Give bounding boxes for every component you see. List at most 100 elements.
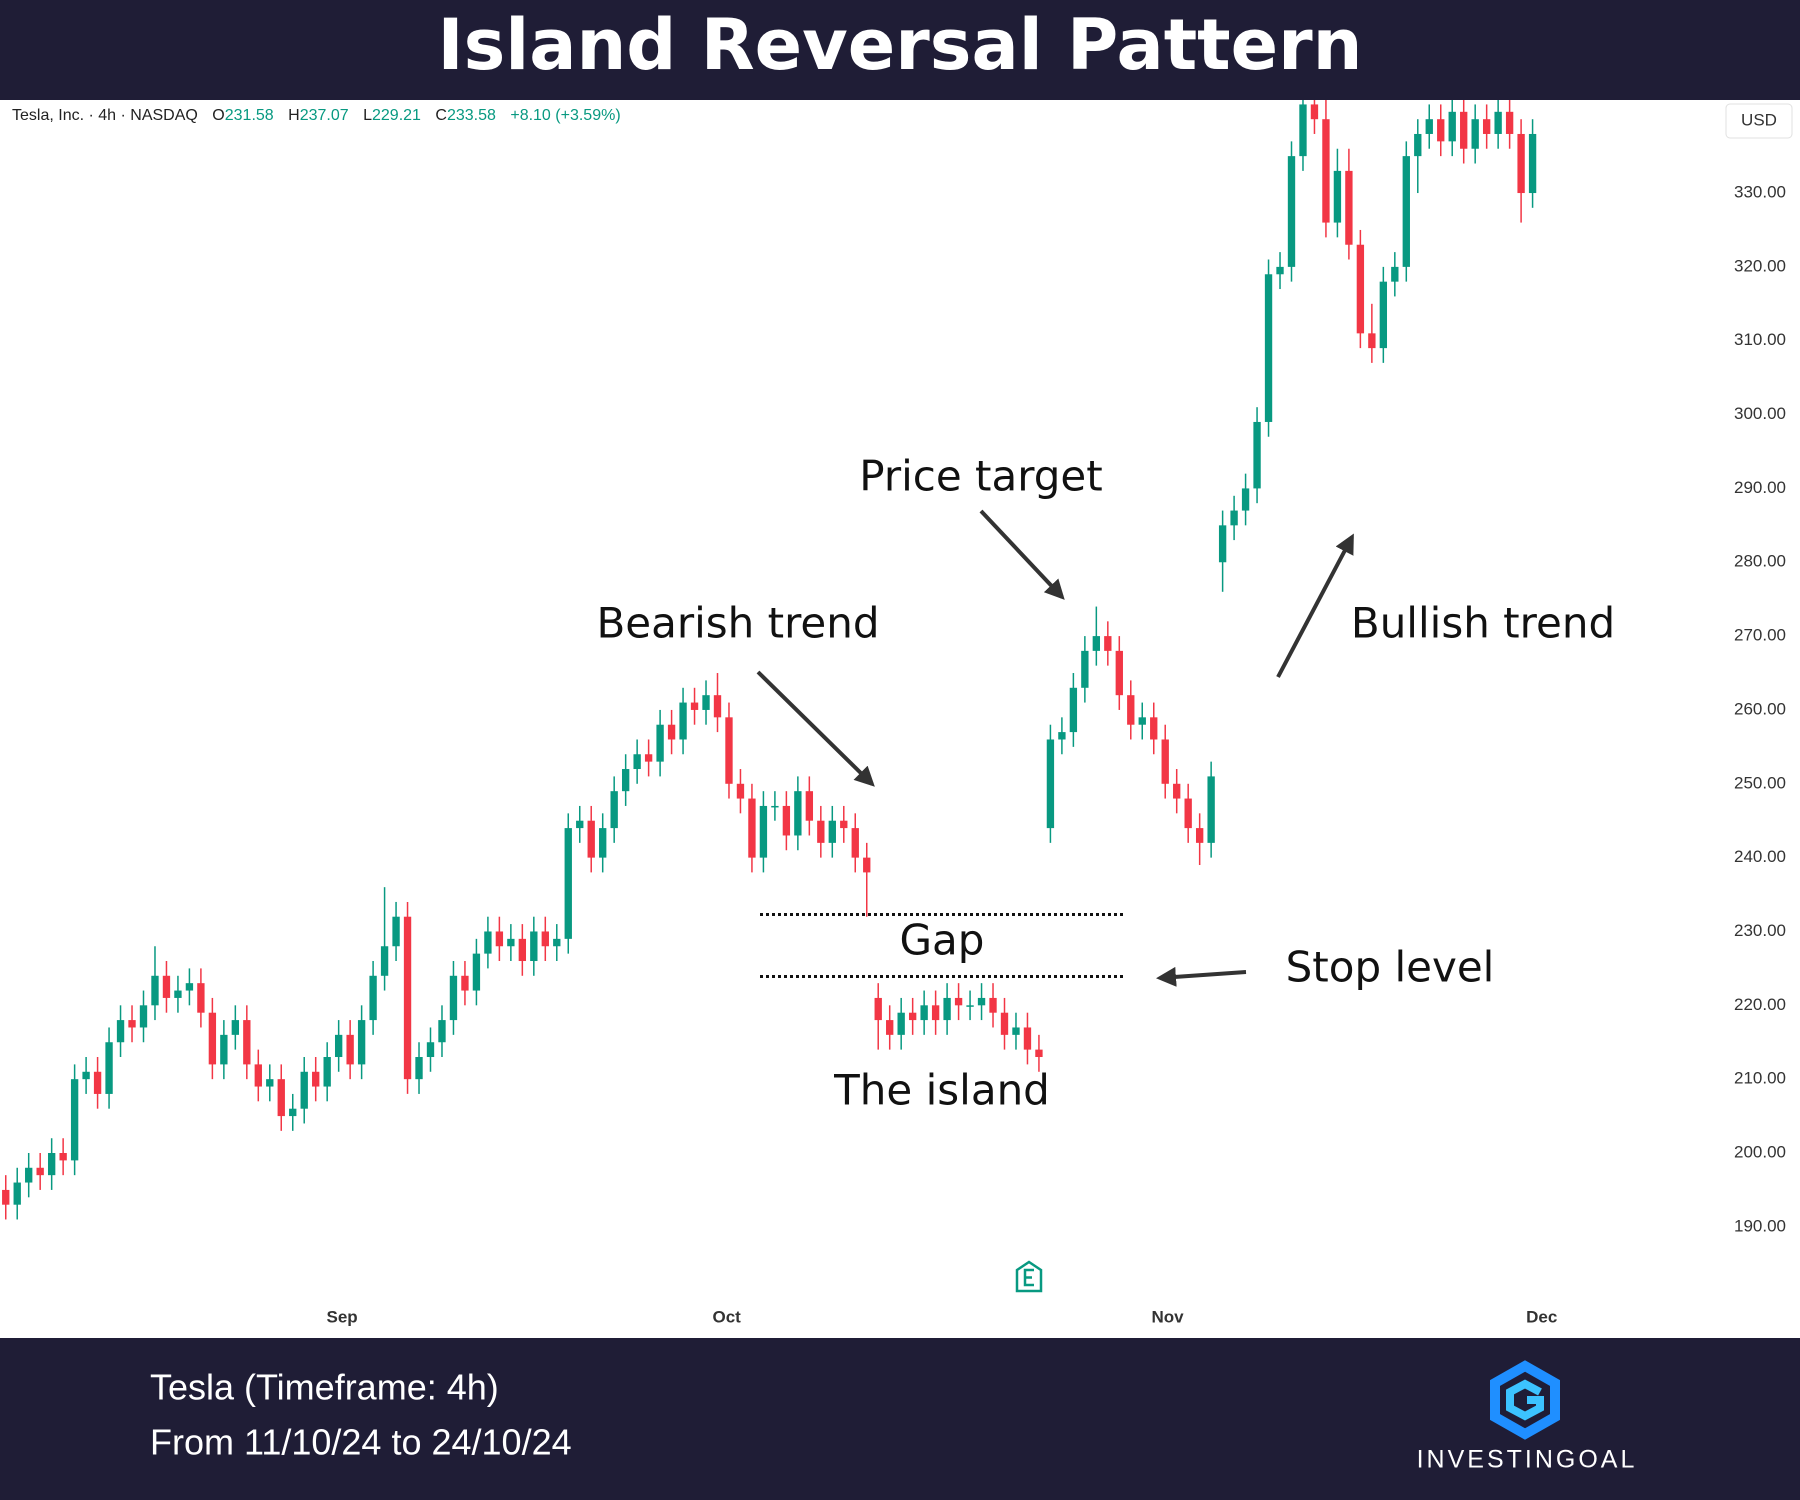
candle-body <box>1356 244 1365 334</box>
brand: INVESTINGOAL <box>1417 1446 1638 1474</box>
candle-body <box>621 769 630 792</box>
candle-body <box>1471 119 1479 149</box>
candle-body <box>1012 1027 1020 1035</box>
candle-body <box>954 997 963 1006</box>
candle-body <box>380 946 389 976</box>
ohlc-value: 229.21 <box>372 107 421 124</box>
y-tick-label: 220.00 <box>1734 995 1786 1014</box>
candle-body <box>644 754 653 762</box>
candle-body <box>725 717 733 784</box>
ticker-name: Tesla, Inc. · 4h · NASDAQ <box>12 107 198 124</box>
candle-body <box>782 805 791 836</box>
candle-body <box>495 931 504 947</box>
ohlc-label: L <box>363 107 372 124</box>
candle-body <box>656 724 664 762</box>
candle-body <box>403 916 412 1080</box>
plot <box>2 100 1537 1220</box>
candle-body <box>518 938 527 962</box>
candle-body <box>840 820 848 829</box>
candle-body <box>323 1057 331 1087</box>
candle-body <box>576 820 584 829</box>
ohlc-label: H <box>288 107 300 124</box>
candle-body <box>897 1012 905 1035</box>
candle-body <box>334 1034 343 1058</box>
candle-body <box>426 1042 435 1058</box>
candle-body <box>1218 525 1227 563</box>
candle-body <box>1161 739 1169 784</box>
x-tick-label: Sep <box>327 1307 358 1326</box>
y-tick-label: 260.00 <box>1734 699 1786 718</box>
candle-body <box>1345 170 1353 245</box>
candle-body <box>231 1020 240 1035</box>
candle-body <box>93 1071 102 1094</box>
y-tick-label: 240.00 <box>1734 847 1786 866</box>
candle-body <box>449 975 458 1021</box>
candle-body <box>1173 783 1181 799</box>
x-tick-label: Nov <box>1151 1307 1184 1326</box>
y-tick-label: 280.00 <box>1734 552 1786 571</box>
candle-body <box>1494 111 1502 134</box>
candle-body <box>1081 650 1089 688</box>
candle-body <box>1505 111 1514 134</box>
candle-body <box>461 975 469 991</box>
candle-body <box>794 791 802 836</box>
candle-body <box>438 1020 446 1043</box>
candle-body <box>1391 266 1399 282</box>
candle-body <box>1104 636 1112 651</box>
x-tick-label: Dec <box>1526 1307 1557 1326</box>
annotation: The island <box>833 1066 1050 1115</box>
candle-body <box>197 983 205 1013</box>
candle-body <box>587 820 595 858</box>
ohlc-value: 237.07 <box>300 107 349 124</box>
candle-body <box>1035 1049 1043 1058</box>
y-tick-label: 270.00 <box>1734 626 1786 645</box>
candle-body <box>1379 281 1388 349</box>
candle-body <box>851 828 859 858</box>
chart-bg <box>0 100 1800 1338</box>
candle-body <box>599 828 607 858</box>
candle-body <box>679 702 687 740</box>
ohlc-label: C <box>435 107 447 124</box>
candle-body <box>312 1071 320 1087</box>
title: Island Reversal Pattern <box>438 4 1363 86</box>
candle-body <box>243 1020 251 1065</box>
candle-body <box>266 1079 274 1087</box>
candle-body <box>713 695 722 718</box>
candle-body <box>667 724 676 740</box>
y-tick-label: 230.00 <box>1734 921 1786 940</box>
candle-body <box>966 1005 974 1007</box>
candle-body <box>1230 510 1238 526</box>
candle-body <box>805 791 814 821</box>
candle-body <box>1448 111 1456 142</box>
candle-body <box>277 1079 285 1117</box>
candle-body <box>151 975 159 1006</box>
annotation: Bearish trend <box>596 599 879 648</box>
candle-body <box>2 1189 10 1205</box>
candle-body <box>1425 119 1433 134</box>
candle-body <box>162 975 171 998</box>
candle-body <box>1046 739 1055 829</box>
candle-body <box>1299 104 1307 157</box>
y-tick-label: 290.00 <box>1734 478 1786 497</box>
candle-body <box>633 754 641 770</box>
y-tick-label: 250.00 <box>1734 773 1786 792</box>
candle-body <box>541 931 549 947</box>
candle-body <box>817 820 825 843</box>
candle-body <box>82 1071 90 1080</box>
candle-body <box>1253 421 1261 489</box>
candle-body <box>553 938 561 947</box>
candle-body <box>484 931 492 954</box>
candle-body <box>1460 111 1468 149</box>
candle-body <box>1138 717 1146 725</box>
annotation: Gap <box>900 916 985 965</box>
candle-body <box>828 820 836 843</box>
footer-line: Tesla (Timeframe: 4h) <box>150 1367 499 1408</box>
candle-body <box>128 1020 136 1028</box>
footer-line: From 11/10/24 to 24/10/24 <box>150 1422 572 1463</box>
candle-body <box>346 1034 354 1065</box>
candle-body <box>1150 717 1158 740</box>
annotation: Stop level <box>1286 943 1495 992</box>
candle-body <box>139 1005 148 1028</box>
candle-body <box>254 1064 262 1087</box>
